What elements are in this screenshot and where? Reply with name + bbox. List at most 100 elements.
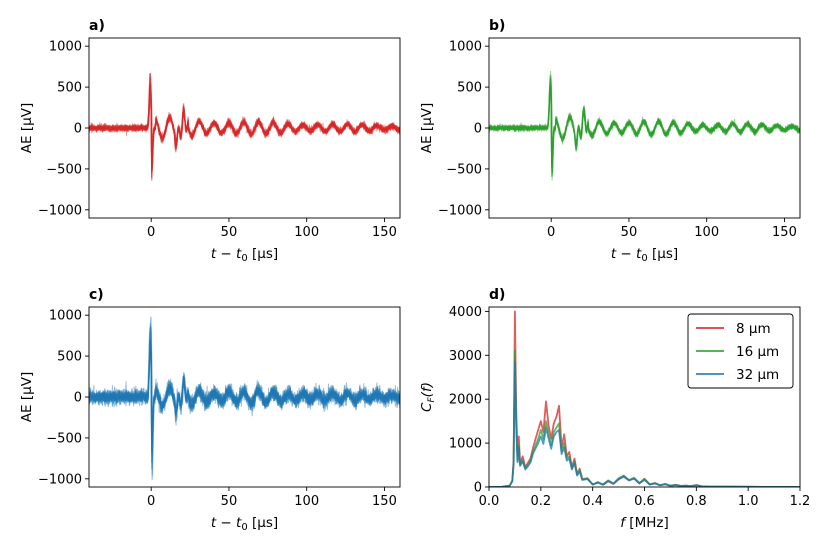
x-tick-label: 0.6 bbox=[634, 494, 655, 509]
y-axis-label: AE [µV] bbox=[19, 372, 35, 422]
trace-line bbox=[489, 76, 800, 174]
y-tick-label: 3000 bbox=[449, 349, 482, 364]
axes-frame bbox=[88, 306, 401, 488]
x-tick-label: 50 bbox=[221, 225, 238, 240]
y-tick-label: −500 bbox=[46, 431, 82, 446]
axes-frame bbox=[88, 37, 401, 219]
trace-line bbox=[489, 84, 800, 167]
trace-line bbox=[89, 325, 400, 476]
x-axis-label-sub: 0 bbox=[241, 253, 247, 264]
x-axis-label-unit: [µs] bbox=[248, 246, 278, 262]
trace-line bbox=[489, 86, 800, 165]
trace-line bbox=[489, 70, 800, 181]
y-tick-label: 1000 bbox=[49, 40, 82, 55]
y-tick-label: 1000 bbox=[49, 309, 82, 324]
trace-line bbox=[89, 72, 400, 179]
y-tick-label: 0 bbox=[74, 391, 82, 406]
x-axis-label-var: t bbox=[611, 246, 617, 262]
trace-line bbox=[89, 354, 400, 442]
x-axis-label: t − t0 [µs] bbox=[611, 246, 678, 264]
trace-line bbox=[489, 87, 800, 166]
x-axis-label: t − t0 [µs] bbox=[211, 246, 278, 264]
y-tick-label: 500 bbox=[57, 350, 82, 365]
panel-label: d) bbox=[489, 287, 505, 303]
x-axis-label-minus: − bbox=[216, 246, 236, 262]
x-tick-label: 150 bbox=[372, 225, 397, 240]
x-axis-label-t: t bbox=[236, 515, 242, 531]
series-line-2 bbox=[489, 361, 800, 487]
x-tick-label: 50 bbox=[621, 225, 638, 240]
x-axis-label-t: t bbox=[236, 246, 242, 262]
y-tick-label: 0 bbox=[474, 122, 482, 137]
trace-line bbox=[89, 348, 400, 444]
trace-line bbox=[489, 86, 800, 168]
y-axis-label-arg: (f) bbox=[419, 382, 435, 397]
trace-line bbox=[489, 82, 800, 172]
x-tick-label: 100 bbox=[294, 494, 319, 509]
x-tick-label: 150 bbox=[372, 494, 397, 509]
y-tick-label: −1000 bbox=[38, 472, 82, 487]
x-tick-label: 0 bbox=[147, 494, 155, 509]
trace-line bbox=[89, 341, 400, 448]
y-tick-label: 1000 bbox=[449, 40, 482, 55]
legend-label: 32 µm bbox=[736, 367, 779, 383]
trace-line bbox=[489, 74, 800, 176]
trace-line bbox=[89, 85, 400, 172]
panel-label: a) bbox=[89, 18, 105, 34]
trace-line bbox=[489, 86, 800, 165]
x-axis-label-var: f bbox=[620, 515, 627, 531]
x-axis-label: f [MHz] bbox=[620, 515, 668, 531]
x-tick-label: 0.0 bbox=[479, 494, 500, 509]
y-tick-label: 0 bbox=[474, 481, 482, 496]
trace-line bbox=[489, 78, 800, 172]
panel-label: c) bbox=[89, 287, 104, 303]
trace-line bbox=[89, 76, 400, 172]
trace-line bbox=[89, 82, 400, 174]
legend-box bbox=[687, 313, 794, 389]
trace-line bbox=[89, 90, 400, 165]
trace-line bbox=[89, 340, 400, 453]
y-tick-label: −500 bbox=[46, 162, 82, 177]
x-axis-label-minus: − bbox=[216, 515, 236, 531]
traces bbox=[89, 72, 400, 182]
trace-line bbox=[89, 337, 400, 453]
x-axis-label-var: t bbox=[211, 246, 217, 262]
axes-frame bbox=[488, 37, 801, 219]
trace-line bbox=[89, 97, 400, 158]
trace-line bbox=[89, 327, 400, 463]
legend-label: 8 µm bbox=[736, 321, 771, 337]
x-axis-label-sub: 0 bbox=[241, 522, 247, 533]
trace-line bbox=[89, 316, 400, 481]
trace-line bbox=[489, 91, 800, 159]
axes-frame bbox=[488, 306, 801, 488]
y-tick-label: 2000 bbox=[449, 393, 482, 408]
trace-line bbox=[89, 344, 400, 450]
y-axis-label: AE [µV] bbox=[19, 103, 35, 153]
x-axis-label-unit: [µs] bbox=[648, 246, 678, 262]
trace-line bbox=[89, 341, 400, 454]
trace-line bbox=[89, 350, 400, 445]
y-tick-label: 500 bbox=[57, 81, 82, 96]
trace-line bbox=[489, 85, 800, 169]
trace-line bbox=[89, 327, 400, 464]
x-tick-label: 0 bbox=[547, 225, 555, 240]
trace-line bbox=[89, 82, 400, 171]
y-tick-label: 500 bbox=[457, 81, 482, 96]
trace-line bbox=[89, 322, 400, 471]
x-tick-label: 100 bbox=[294, 225, 319, 240]
y-axis-label: CF(f) bbox=[419, 382, 437, 412]
trace-line bbox=[89, 83, 400, 170]
trace-line bbox=[89, 73, 400, 182]
trace-line bbox=[489, 78, 800, 177]
trace-line bbox=[89, 330, 400, 454]
y-tick-label: 0 bbox=[74, 122, 82, 137]
trace-line bbox=[489, 75, 800, 177]
y-tick-label: −1000 bbox=[438, 203, 482, 218]
x-tick-label: 0.2 bbox=[530, 494, 551, 509]
trace-line bbox=[89, 73, 400, 178]
traces bbox=[89, 316, 400, 481]
